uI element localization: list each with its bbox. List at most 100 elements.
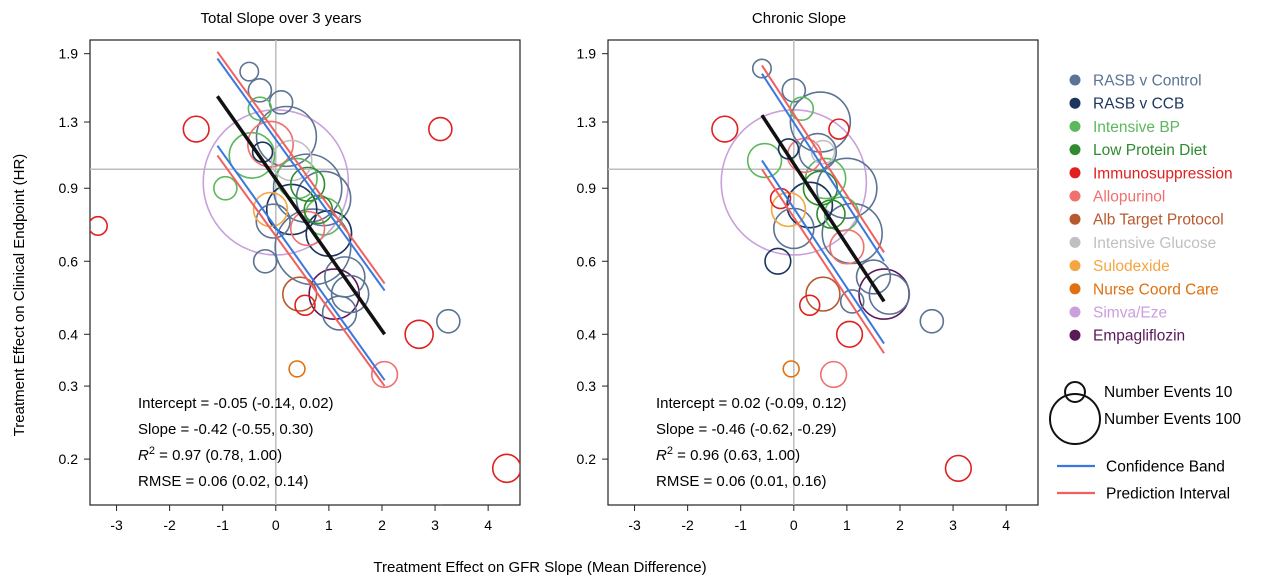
confidence-band-upper: [216, 57, 386, 292]
stat-annotation: Slope = -0.46 (-0.62, -0.29): [656, 421, 837, 438]
stat-annotation: RMSE = 0.06 (0.02, 0.14): [138, 473, 309, 490]
legend-swatch: [1069, 97, 1081, 109]
trial-point: [436, 308, 461, 334]
trial-point: [819, 360, 848, 389]
trial-point: [90, 215, 108, 236]
x-tick-label: 0: [272, 517, 280, 533]
stat-annotation: Slope = -0.42 (-0.55, 0.30): [138, 421, 314, 438]
regression-line: [215, 95, 387, 336]
panel-2-title: Chronic Slope: [752, 10, 846, 27]
stat-annotation: R2 = 0.96 (0.63, 1.00): [656, 445, 800, 464]
trial-point: [805, 276, 841, 312]
panel-total-slope: -3 -2 -1 0 1 2 3 4 0.2 0.3 0.4 0.6 0.9 1.3 1.9 Intercep…: [59, 39, 521, 533]
trial-point: [252, 248, 278, 274]
trial-point: [916, 506, 937, 527]
x-tick-label: -3: [628, 517, 641, 533]
trial-point: [816, 199, 846, 229]
trial-point: [370, 360, 399, 389]
x-axis-label: Treatment Effect on GFR Slope (Mean Diff…: [373, 559, 706, 576]
trial-point: [247, 78, 273, 103]
x-tick-label: 4: [1002, 517, 1010, 533]
legend-swatch: [1069, 144, 1081, 156]
trial-point: [228, 131, 276, 179]
trial-point: [828, 118, 850, 140]
legend-label: Intensive BP: [1093, 119, 1180, 136]
legend-swatch: [1069, 167, 1081, 179]
trial-point: [816, 157, 878, 219]
trial-point: [404, 319, 434, 350]
legend-swatch: [1069, 283, 1081, 295]
x-tick-label: 1: [325, 517, 333, 533]
trial-point: [308, 268, 360, 320]
trial-point: [798, 132, 838, 172]
x-tick-label: -2: [163, 517, 176, 533]
legend-label: Allopurinol: [1093, 189, 1165, 206]
plot-frame: [89, 39, 521, 506]
legend-label: RASB v CCB: [1093, 96, 1184, 113]
trial-point: [782, 360, 800, 378]
stat-annotation: RMSE = 0.06 (0.01, 0.16): [656, 473, 827, 490]
legend-line-label: Prediction Interval: [1106, 486, 1230, 503]
confidence-band-lower: [761, 159, 885, 345]
plot-frame: [607, 39, 1039, 506]
trial-point: [944, 454, 973, 482]
trial-point: [746, 142, 783, 179]
legend-line-label: Confidence Band: [1106, 459, 1225, 476]
x-tick-label: 2: [378, 517, 386, 533]
legend-label: Immunosuppression: [1093, 165, 1233, 182]
panel-1-title: Total Slope over 3 years: [201, 10, 362, 27]
trial-point: [182, 115, 210, 143]
x-tick-label: 2: [896, 517, 904, 533]
prediction-interval-upper: [761, 64, 885, 254]
y-tick-label: 0.4: [577, 326, 597, 342]
legend-label: Intensive Glucose: [1093, 235, 1216, 252]
trial-point: [288, 360, 306, 378]
legend-label: Nurse Coord Care: [1093, 281, 1219, 298]
panel-chronic-slope: -3 -2 -1 0 1 2 3 4 0.2 0.3 0.4 0.6 0.9 1.3 1.9 Intercep…: [577, 39, 1039, 533]
trial-point: [764, 247, 792, 275]
stat-annotation: Intercept = -0.05 (-0.14, 0.02): [138, 395, 334, 412]
x-tick-label: 1: [843, 517, 851, 533]
y-tick-label: 0.2: [577, 451, 597, 467]
x-tick-label: 4: [484, 517, 492, 533]
y-axis-label: Treatment Effect on Clinical Endpoint (H…: [11, 154, 28, 437]
size-key-circle: [1064, 381, 1086, 403]
legend-swatch: [1069, 260, 1081, 272]
y-tick-label: 0.6: [577, 253, 597, 269]
trial-point: [247, 120, 294, 168]
legend-swatch: [1069, 213, 1081, 225]
x-tick-label: 3: [431, 517, 439, 533]
trial-point: [321, 295, 358, 331]
x-tick-label: -2: [681, 517, 694, 533]
plot-area: [90, 51, 520, 505]
x-tick-label: -3: [110, 517, 123, 533]
x-tick-label: 0: [790, 517, 798, 533]
plot-area: [711, 58, 973, 527]
size-key-label: Number Events 10: [1104, 384, 1233, 401]
size-key-label: Number Events 100: [1104, 411, 1241, 428]
x-tick-label: -1: [216, 517, 229, 533]
prediction-interval-upper: [216, 51, 386, 285]
regression-line: [760, 114, 886, 303]
y-tick-label: 0.6: [59, 253, 79, 269]
trial-point: [855, 259, 892, 295]
legend-swatch: [1069, 306, 1081, 318]
legend-swatch: [1069, 329, 1081, 341]
prediction-interval-lower: [216, 154, 386, 387]
trial-point: [294, 294, 316, 316]
trial-point: [330, 274, 370, 314]
legend-swatch: [1069, 190, 1081, 202]
trial-point: [281, 276, 318, 312]
trial-point: [781, 78, 807, 103]
confidence-band-lower: [216, 145, 386, 381]
trial-point: [247, 96, 273, 121]
trial-point: [213, 175, 238, 201]
trial-point: [835, 320, 864, 348]
stat-annotation: Intercept = 0.02 (-0.09, 0.12): [656, 395, 847, 412]
trial-point: [798, 294, 821, 316]
trial-point: [839, 289, 865, 314]
prediction-interval-lower: [761, 168, 885, 354]
y-tick-label: 1.3: [577, 114, 597, 130]
legend-swatch: [1069, 236, 1081, 248]
y-tick-label: 0.4: [59, 326, 79, 342]
